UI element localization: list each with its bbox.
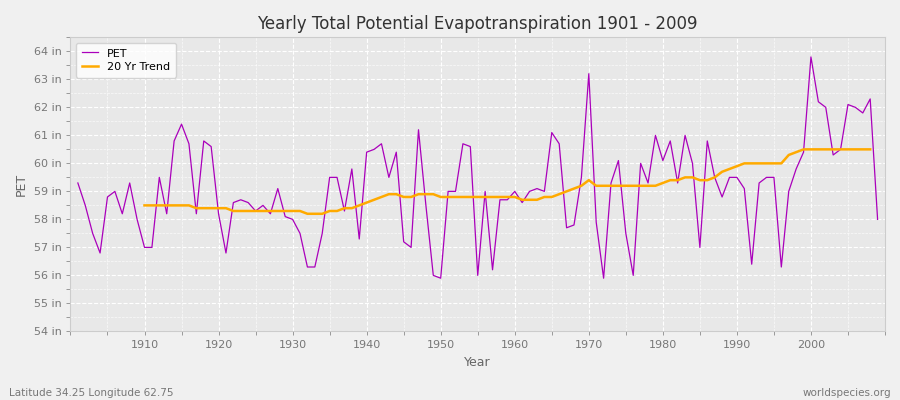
20 Yr Trend	[302, 211, 313, 216]
PET	[606, 180, 616, 185]
Title: Yearly Total Potential Evapotranspiration 1901 - 2009: Yearly Total Potential Evapotranspiratio…	[257, 15, 698, 33]
PET	[517, 200, 527, 205]
Line: PET: PET	[78, 57, 878, 278]
Text: Latitude 34.25 Longitude 62.75: Latitude 34.25 Longitude 62.75	[9, 388, 174, 398]
PET	[806, 54, 816, 59]
Line: 20 Yr Trend: 20 Yr Trend	[145, 149, 870, 214]
Y-axis label: PET: PET	[15, 173, 28, 196]
20 Yr Trend	[865, 147, 876, 152]
Text: worldspecies.org: worldspecies.org	[803, 388, 891, 398]
PET	[509, 189, 520, 194]
PET	[294, 231, 305, 236]
20 Yr Trend	[369, 197, 380, 202]
PET	[436, 276, 446, 281]
X-axis label: Year: Year	[464, 356, 491, 369]
PET	[872, 217, 883, 222]
20 Yr Trend	[716, 169, 727, 174]
PET	[73, 180, 84, 185]
20 Yr Trend	[317, 211, 328, 216]
PET	[339, 208, 350, 213]
20 Yr Trend	[339, 206, 350, 210]
20 Yr Trend	[532, 197, 543, 202]
20 Yr Trend	[140, 203, 150, 208]
Legend: PET, 20 Yr Trend: PET, 20 Yr Trend	[76, 43, 176, 78]
PET	[131, 217, 142, 222]
20 Yr Trend	[509, 194, 520, 199]
20 Yr Trend	[798, 147, 809, 152]
